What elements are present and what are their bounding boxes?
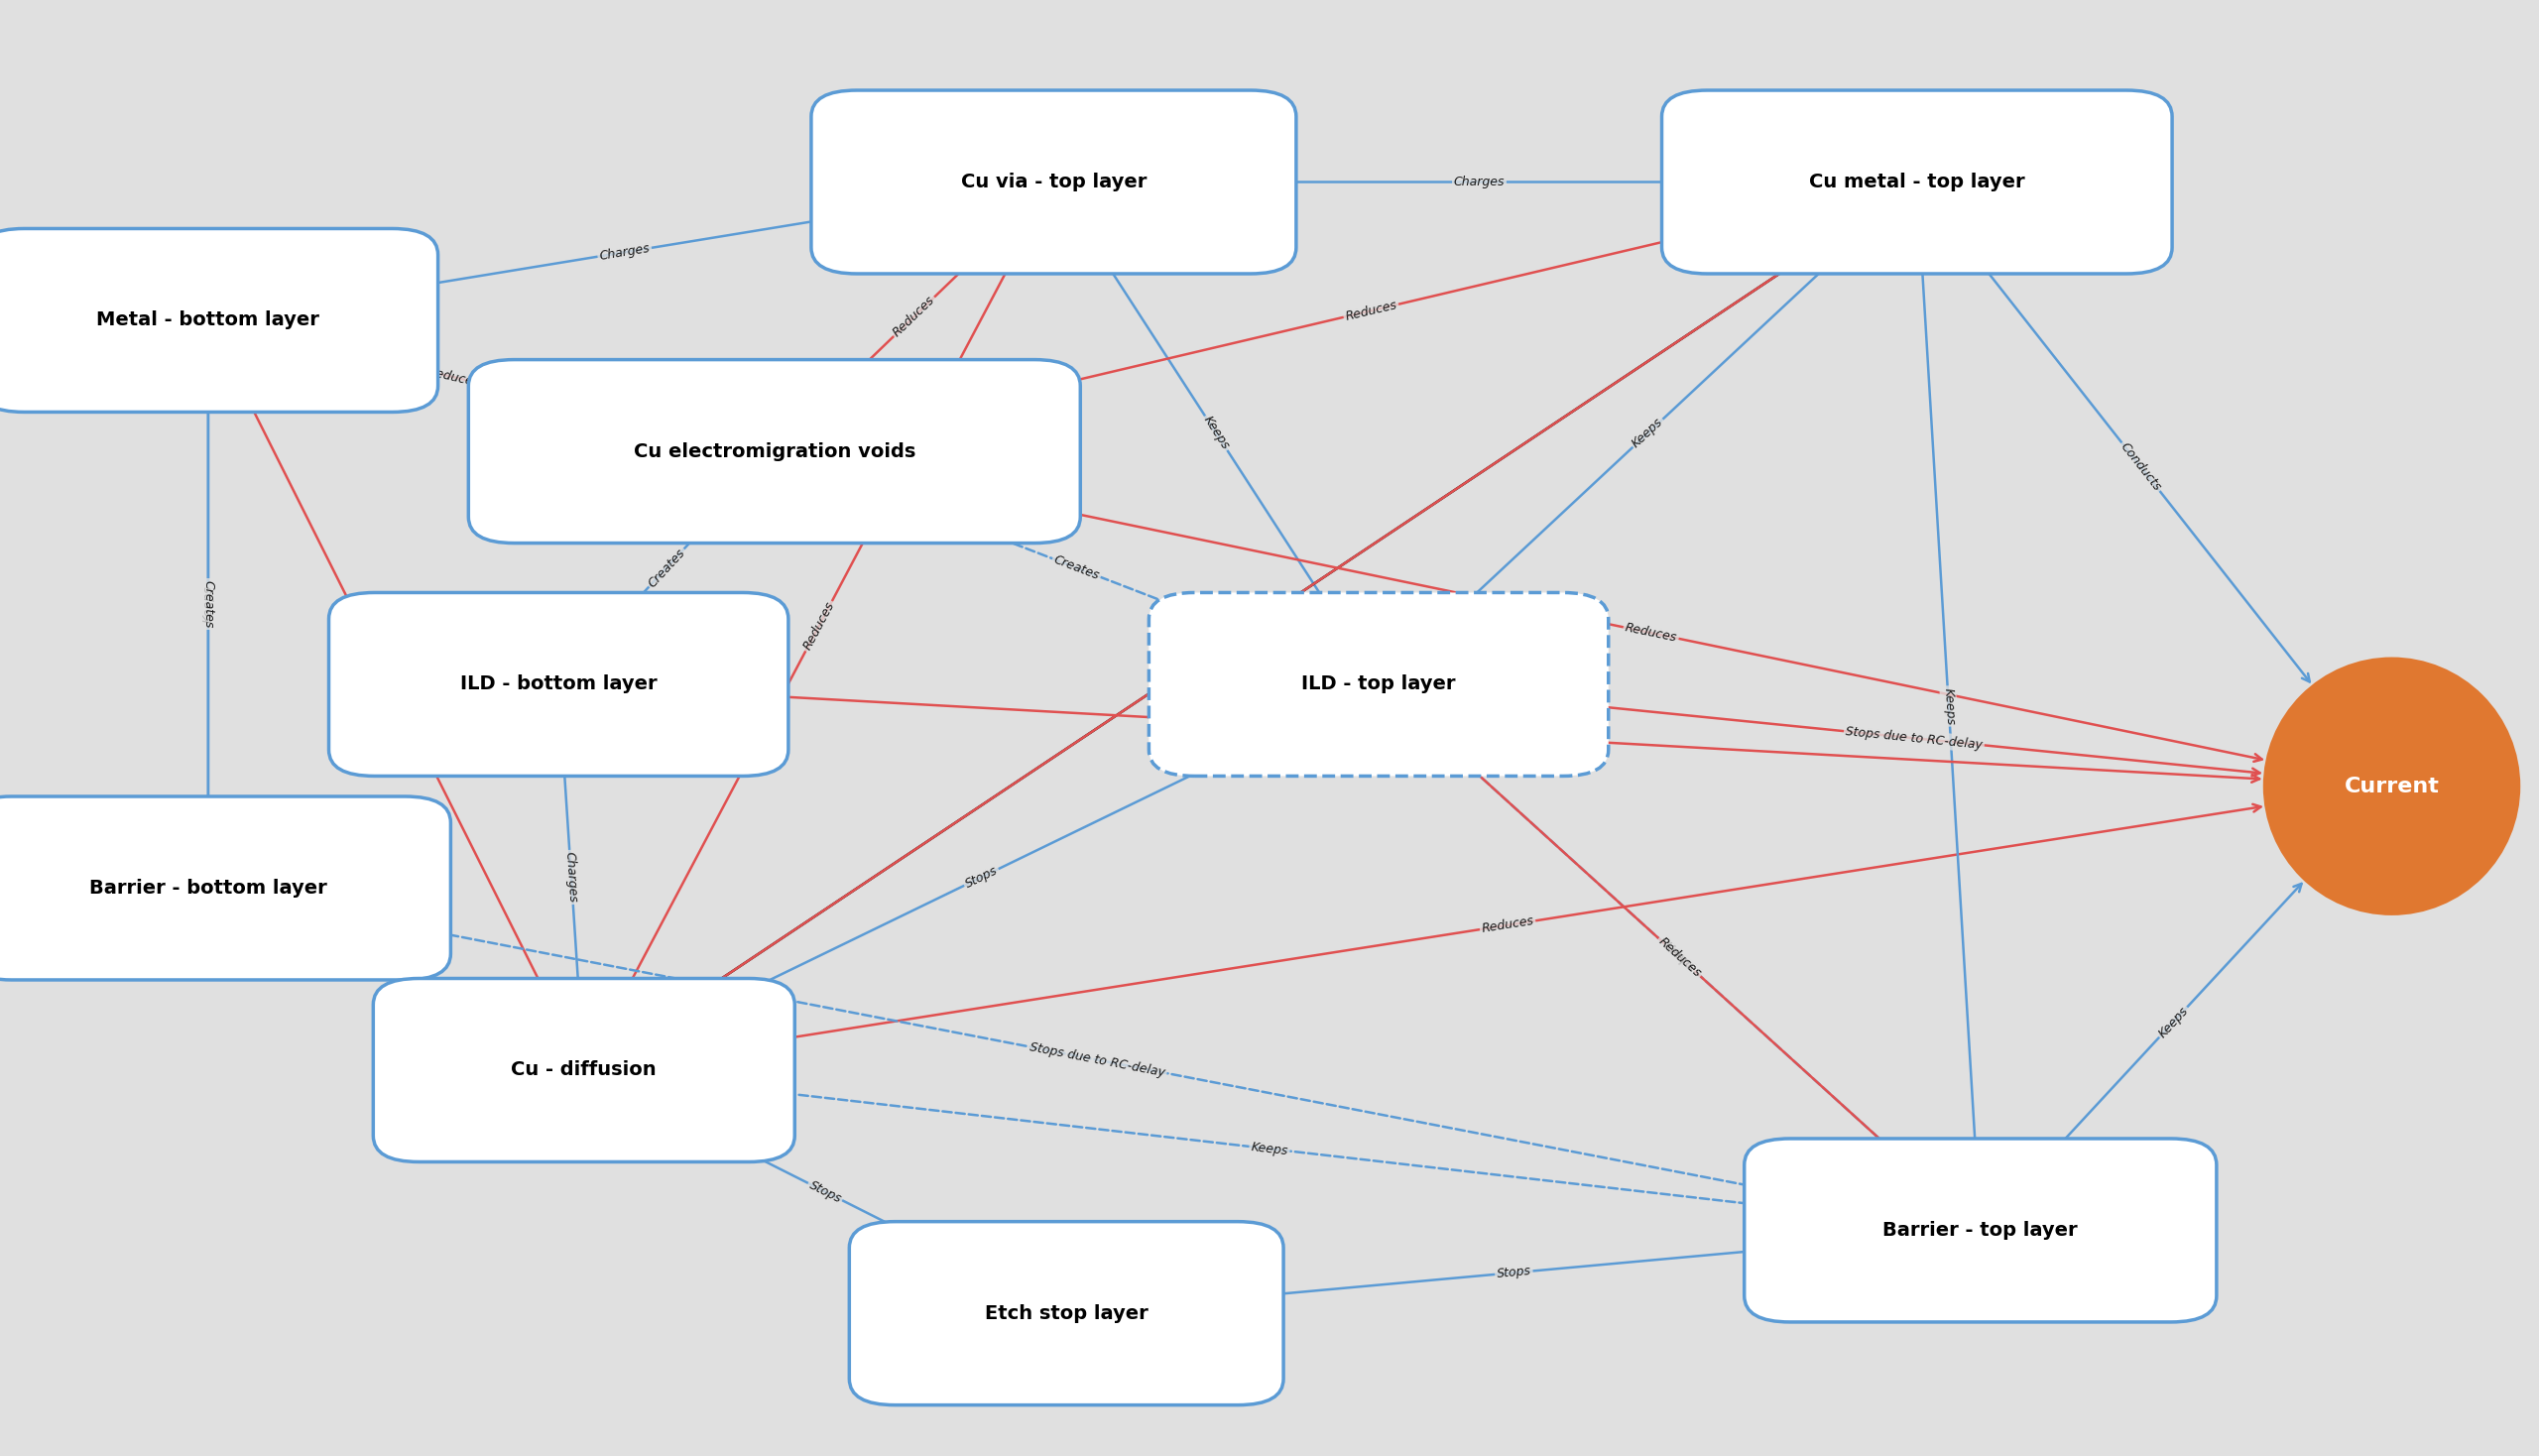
Text: Cu via - top layer: Cu via - top layer — [960, 173, 1148, 191]
Text: Keeps: Keeps — [1661, 941, 1699, 974]
FancyBboxPatch shape — [373, 978, 795, 1162]
Text: Reduces: Reduces — [427, 365, 480, 389]
FancyBboxPatch shape — [0, 796, 452, 980]
FancyBboxPatch shape — [810, 90, 1295, 274]
Text: Keeps: Keeps — [1942, 687, 1955, 725]
Text: Reduces: Reduces — [800, 600, 838, 652]
Text: Barrier - bottom layer: Barrier - bottom layer — [89, 879, 328, 897]
Text: Cu - diffusion: Cu - diffusion — [510, 1061, 658, 1079]
Text: Stops: Stops — [1495, 1265, 1531, 1281]
FancyBboxPatch shape — [330, 593, 787, 776]
Text: Stops due to RC-delay: Stops due to RC-delay — [1028, 1041, 1165, 1079]
FancyBboxPatch shape — [848, 1222, 1282, 1405]
Text: Charges: Charges — [1452, 176, 1506, 188]
Ellipse shape — [2265, 658, 2519, 914]
Text: Stops due to RC-delay: Stops due to RC-delay — [1435, 727, 1572, 747]
Text: Reduces: Reduces — [1655, 935, 1704, 980]
Text: Reduces: Reduces — [378, 668, 414, 722]
Text: ILD - top layer: ILD - top layer — [1303, 676, 1455, 693]
FancyBboxPatch shape — [470, 360, 1082, 543]
Text: Cu metal - top layer: Cu metal - top layer — [1808, 173, 2026, 191]
Text: Keeps: Keeps — [1249, 1140, 1290, 1158]
Text: Current: Current — [2343, 776, 2440, 796]
Text: Stops: Stops — [807, 1178, 843, 1206]
Text: Cu electromigration voids: Cu electromigration voids — [632, 443, 917, 460]
Text: Conducts: Conducts — [2118, 440, 2163, 494]
Text: ILD - bottom layer: ILD - bottom layer — [460, 676, 658, 693]
Text: Creates: Creates — [1226, 607, 1275, 645]
Text: Stops: Stops — [962, 863, 1000, 891]
Text: Creates: Creates — [1226, 607, 1275, 645]
Text: Reduces: Reduces — [1343, 298, 1399, 323]
Text: Keeps: Keeps — [376, 965, 416, 993]
Text: Charges: Charges — [564, 852, 579, 903]
FancyBboxPatch shape — [1150, 593, 1610, 776]
Text: Reduces: Reduces — [891, 294, 937, 339]
Text: Creates: Creates — [1051, 553, 1102, 582]
Text: Stops due to RC-delay: Stops due to RC-delay — [1846, 725, 1983, 751]
Text: Metal - bottom layer: Metal - bottom layer — [96, 312, 320, 329]
FancyBboxPatch shape — [1663, 90, 2173, 274]
Text: Creates: Creates — [201, 581, 216, 628]
Text: Keeps: Keeps — [201, 585, 216, 623]
Text: Keeps: Keeps — [1201, 414, 1231, 453]
FancyBboxPatch shape — [1744, 1139, 2217, 1322]
FancyBboxPatch shape — [0, 229, 439, 412]
Text: Keeps: Keeps — [2156, 1005, 2191, 1040]
Text: Etch stop layer: Etch stop layer — [985, 1305, 1148, 1322]
Text: Keeps: Keeps — [1630, 416, 1666, 450]
Text: Creates: Creates — [645, 546, 688, 590]
Text: Barrier - top layer: Barrier - top layer — [1884, 1222, 2077, 1239]
Text: Reduces: Reduces — [1625, 622, 1678, 645]
Text: Charges: Charges — [599, 242, 650, 262]
Text: Reduces: Reduces — [1480, 914, 1534, 936]
